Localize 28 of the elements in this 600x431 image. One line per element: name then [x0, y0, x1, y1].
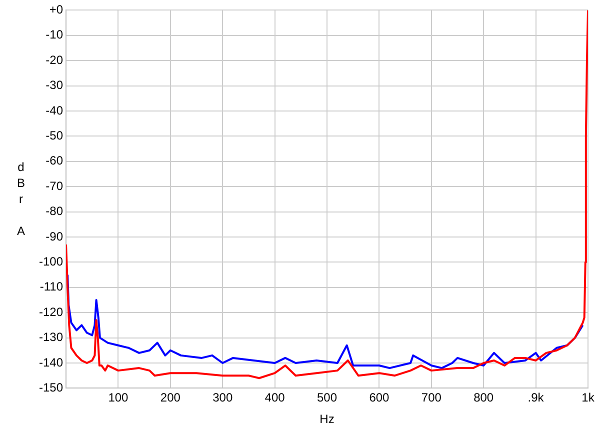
x-tick-label: 700 — [421, 390, 442, 405]
y-tick-label: -50 — [46, 128, 64, 143]
y-tick-label: +0 — [49, 2, 64, 17]
y-tick-label: -20 — [46, 52, 64, 67]
y-tick-label: -130 — [38, 330, 64, 344]
y-tick-label: -100 — [38, 254, 64, 269]
x-tick-label: 400 — [264, 390, 286, 405]
y-axis-title: dBr A — [14, 160, 28, 240]
x-tick-label: 200 — [160, 390, 181, 405]
x-tick-label: 100 — [108, 390, 129, 405]
y-tick-label: -150 — [38, 380, 64, 395]
y-tick-label: -10 — [46, 28, 64, 42]
x-tick-label: .9k — [528, 390, 545, 405]
y-tick-label: -30 — [46, 78, 64, 92]
y-tick-label: -140 — [38, 355, 64, 370]
y-tick-label: -90 — [46, 229, 64, 244]
x-axis-title: Hz — [320, 412, 334, 426]
x-tick-label: 600 — [369, 390, 390, 405]
y-tick-label: -60 — [46, 154, 64, 168]
y-tick-label: -70 — [46, 178, 64, 193]
y-tick-label: -80 — [46, 204, 64, 218]
x-tick-label: 300 — [212, 390, 233, 405]
x-tick-label: 1k — [582, 390, 596, 405]
x-tick-label: 800 — [474, 390, 494, 405]
x-tick-label: 500 — [316, 390, 338, 405]
y-tick-label: -110 — [40, 280, 64, 294]
y-tick-label: -40 — [46, 103, 64, 118]
y-tick-label: -120 — [38, 304, 64, 319]
